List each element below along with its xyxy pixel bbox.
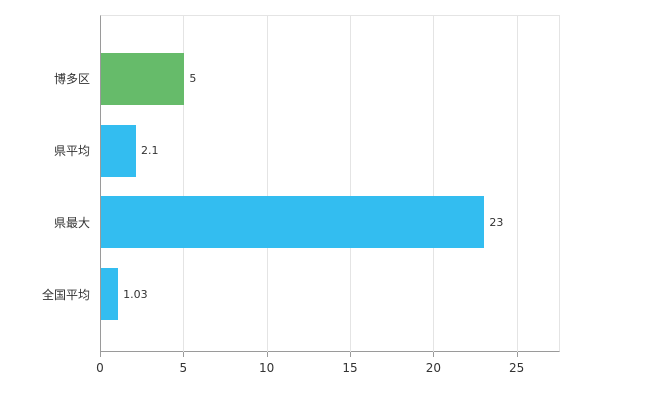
- bar: [101, 124, 136, 177]
- x-tick-label: 25: [509, 361, 525, 375]
- x-axis-tick: [433, 352, 435, 357]
- x-axis-tick: [516, 352, 518, 357]
- y-tick-label: 県平均: [53, 144, 90, 159]
- x-tick-label: 0: [96, 361, 104, 375]
- y-tick-label: 全国平均: [41, 287, 90, 302]
- y-tick-label: 博多区: [53, 72, 90, 87]
- bar: [101, 268, 119, 321]
- gridline: [266, 15, 268, 352]
- bar-value-label: 5: [189, 72, 197, 86]
- x-axis-tick: [266, 352, 268, 357]
- x-axis-tick: [350, 352, 351, 357]
- bar-value-label: 1.03: [123, 287, 148, 301]
- bar-value-label: 2.1: [141, 144, 159, 158]
- x-axis-tick: [183, 352, 185, 357]
- x-tick-label: 20: [425, 361, 441, 375]
- gridline: [433, 15, 435, 352]
- gridline: [350, 15, 351, 352]
- x-tick-label: 5: [179, 361, 188, 375]
- gridline: [516, 15, 518, 352]
- x-axis-tick: [100, 352, 101, 357]
- y-tick-label: 県最大: [53, 215, 90, 230]
- x-tick-label: 15: [342, 361, 358, 375]
- bar: [101, 52, 185, 105]
- x-tick-label: 10: [259, 361, 275, 375]
- bar: [101, 196, 485, 249]
- gridline: [183, 15, 185, 352]
- bar-value-label: 23: [489, 215, 504, 229]
